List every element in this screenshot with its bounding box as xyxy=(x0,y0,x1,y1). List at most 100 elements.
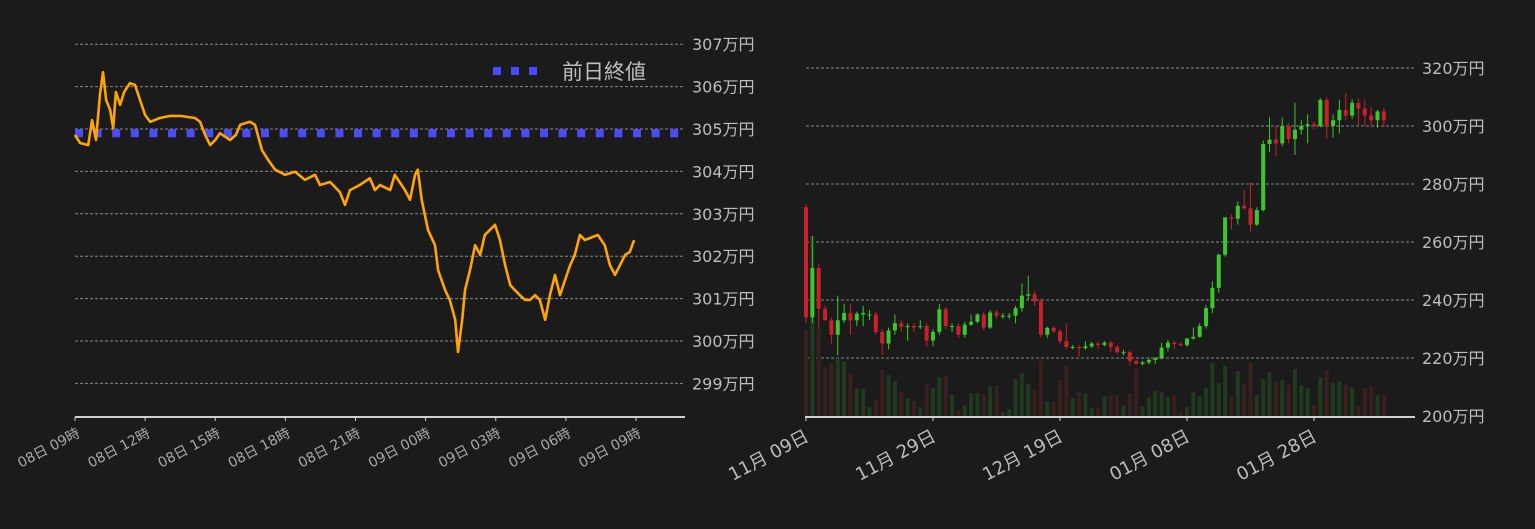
candle-body xyxy=(924,326,929,341)
volume-bar xyxy=(1070,398,1075,416)
candle-body xyxy=(1223,217,1228,255)
candle-body xyxy=(810,268,815,318)
y-tick-label: 304万円 xyxy=(692,162,755,181)
candle-body xyxy=(1019,295,1024,309)
candle-body xyxy=(1305,124,1310,126)
y-tick-label: 306万円 xyxy=(692,78,755,97)
volume-bar xyxy=(1038,360,1043,416)
volume-bar xyxy=(1140,406,1145,416)
candle-body xyxy=(829,320,834,335)
candle-body xyxy=(1229,217,1234,219)
candle-body xyxy=(981,314,986,328)
candle-body xyxy=(962,324,967,335)
candle-body xyxy=(1013,308,1018,316)
candle-body xyxy=(1185,338,1189,346)
x-tick-label: 08日 15時 xyxy=(155,425,223,471)
volume-bar xyxy=(1127,393,1132,416)
candle-body xyxy=(899,323,904,327)
volume-bar xyxy=(1026,383,1031,416)
legend-marker-square xyxy=(493,67,501,75)
volume-bar xyxy=(931,388,935,416)
candle-body xyxy=(1267,139,1272,144)
x-tick-label: 08日 21時 xyxy=(296,425,364,471)
candle-body xyxy=(861,313,866,315)
volume-bar xyxy=(937,377,942,416)
x-tick-label: 11月 29日 xyxy=(852,426,939,486)
candle-body xyxy=(1172,342,1177,345)
volume-bar xyxy=(892,380,897,416)
candle-body xyxy=(1248,208,1253,225)
y-tick-label: 200万円 xyxy=(1422,407,1485,426)
volume-bar xyxy=(1343,384,1348,416)
volume-bar xyxy=(1051,402,1056,416)
volume-bar xyxy=(1280,380,1285,416)
volume-bar xyxy=(1312,405,1316,416)
legend-marker-square xyxy=(511,67,519,75)
price-line xyxy=(73,70,636,354)
y-tick-label: 280万円 xyxy=(1422,175,1485,194)
candle-body xyxy=(1051,327,1056,332)
candle-body xyxy=(880,331,885,344)
candle-body xyxy=(1178,344,1183,346)
candle-body xyxy=(1242,205,1247,209)
x-tick-label: 01月 28日 xyxy=(1233,426,1320,486)
volume-bar xyxy=(1216,383,1221,416)
candle-body xyxy=(1235,205,1240,219)
volume-bar xyxy=(1089,408,1094,416)
volume-bar xyxy=(1248,363,1253,416)
candle-body xyxy=(1337,110,1342,121)
candle-body xyxy=(1115,346,1120,353)
volume-bar xyxy=(1254,395,1259,416)
volume-bar xyxy=(1362,388,1367,416)
volume-bar xyxy=(816,329,821,416)
y-tick-label: 307万円 xyxy=(692,35,755,54)
candle-body xyxy=(1324,99,1329,126)
volume-bar xyxy=(1210,363,1215,416)
volume-bar xyxy=(962,405,967,416)
volume-bar xyxy=(1318,377,1323,416)
candle-body xyxy=(918,326,923,328)
volume-bar xyxy=(823,367,828,416)
volume-bar xyxy=(1242,383,1247,416)
candle-body xyxy=(842,313,847,321)
candle-body xyxy=(1032,294,1037,302)
candle-body xyxy=(1261,143,1266,211)
candle-body xyxy=(1064,341,1069,347)
volume-bar xyxy=(804,329,808,416)
candle-body xyxy=(1153,358,1158,361)
y-tick-label: 260万円 xyxy=(1422,233,1485,252)
volume-bar xyxy=(854,388,859,416)
candle-body xyxy=(1312,124,1316,126)
volume-bar xyxy=(1077,391,1082,416)
candle-body xyxy=(1146,360,1151,363)
volume-bar xyxy=(1178,411,1183,416)
intraday-line-chart: 299万円 300万円 301万円 302万円 303万円 304万円 305万円 306万円… xyxy=(15,35,754,471)
candle-body xyxy=(1292,129,1297,140)
candle-body xyxy=(1286,126,1291,140)
candle-body xyxy=(1254,210,1259,225)
candle-body xyxy=(931,331,935,341)
candle-body xyxy=(1362,108,1367,116)
candle-body xyxy=(1375,111,1380,121)
volume-bar xyxy=(873,399,878,416)
volume-bar xyxy=(924,383,929,416)
candle-body xyxy=(1318,99,1323,126)
volume-bar xyxy=(1134,368,1139,416)
candle-body xyxy=(937,309,942,332)
volume-bar xyxy=(1102,396,1107,416)
volume-bar xyxy=(1115,395,1120,416)
volume-bar xyxy=(1229,397,1234,416)
volume-bar xyxy=(861,388,866,416)
volume-bar xyxy=(1007,408,1012,416)
x-tick-label: 09日 03時 xyxy=(436,425,504,471)
y-tick-label: 320万円 xyxy=(1422,59,1485,78)
volume-bar xyxy=(1223,366,1228,416)
volume-bar xyxy=(1261,379,1266,416)
y-tick-label: 302万円 xyxy=(692,247,755,266)
candle-body xyxy=(1350,102,1355,116)
volume-bar xyxy=(1375,395,1380,416)
candle-body xyxy=(835,320,840,335)
volume-bar xyxy=(988,386,993,416)
candle-body xyxy=(1299,126,1304,130)
